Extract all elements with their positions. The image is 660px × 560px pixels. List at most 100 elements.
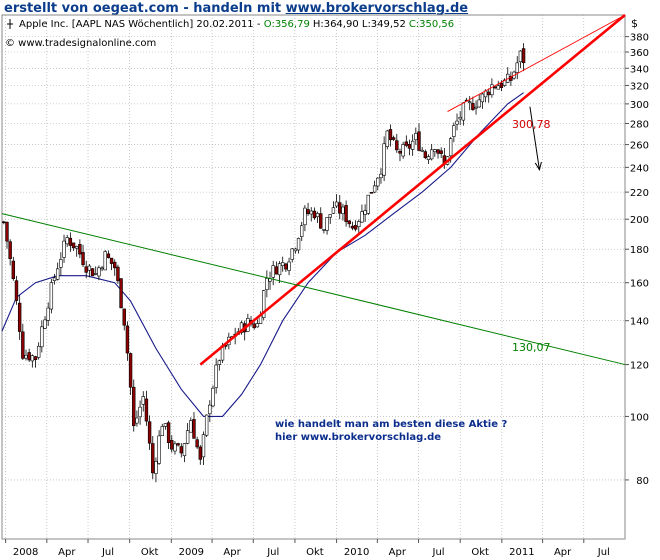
candle-body xyxy=(487,91,491,96)
candle xyxy=(144,390,149,426)
candle xyxy=(2,220,6,225)
candle-body xyxy=(433,149,437,153)
candle xyxy=(458,111,462,126)
x-tick-label: Jul xyxy=(432,547,445,558)
candle xyxy=(21,323,25,361)
candle-body xyxy=(128,353,133,388)
candle xyxy=(281,256,285,272)
candle xyxy=(81,244,85,268)
candle-body xyxy=(407,144,412,149)
candle-body xyxy=(65,237,69,245)
candle xyxy=(436,148,440,159)
candle-body xyxy=(113,261,117,269)
candle-body xyxy=(521,48,526,64)
candle xyxy=(315,211,320,224)
candle xyxy=(43,316,47,330)
candle xyxy=(493,85,497,90)
candle xyxy=(353,220,358,232)
candle-body xyxy=(43,319,47,329)
candle-body xyxy=(27,352,31,361)
candle-body xyxy=(429,149,434,160)
candle-body xyxy=(436,149,440,154)
candle xyxy=(363,204,367,223)
candle xyxy=(201,431,206,466)
candle xyxy=(138,400,142,425)
candle-body xyxy=(144,398,149,422)
candle-body xyxy=(455,120,459,125)
candle-body xyxy=(341,206,345,214)
candle-body xyxy=(293,248,298,252)
candle xyxy=(166,420,171,450)
candle xyxy=(46,302,50,326)
banner-link[interactable]: www.brokervorschlag.de xyxy=(285,1,469,16)
candle xyxy=(157,430,161,465)
moving-average-layer xyxy=(1,92,524,417)
candle xyxy=(52,274,57,285)
candle xyxy=(103,250,107,271)
candle xyxy=(122,308,126,331)
candle-body xyxy=(448,138,453,157)
candle-body xyxy=(198,446,203,460)
candle-body xyxy=(36,345,41,358)
candle-body xyxy=(382,143,386,176)
candle xyxy=(204,414,209,438)
candle-body xyxy=(157,435,161,464)
candle-body xyxy=(33,356,38,360)
candle-body xyxy=(211,387,215,407)
candle xyxy=(14,275,19,305)
candle-body xyxy=(306,209,310,214)
candle xyxy=(426,154,431,164)
candle-body xyxy=(214,364,218,388)
candle-body xyxy=(5,221,9,242)
support-value-label: 300,78 xyxy=(512,118,551,131)
x-tick-label: Jul xyxy=(266,547,279,558)
candle-body xyxy=(410,140,415,150)
header-open: O:356,79 xyxy=(264,19,310,30)
candle xyxy=(477,94,481,108)
candle xyxy=(154,457,158,483)
candle xyxy=(68,232,73,252)
candle xyxy=(480,92,485,109)
downtrend-trendline xyxy=(1,213,626,366)
candle xyxy=(78,239,82,259)
source-credit: © www.tradesignalonline.com xyxy=(5,38,156,49)
candle-body xyxy=(59,259,63,268)
candle-body xyxy=(372,185,377,193)
y-tick-label: 240 xyxy=(630,163,649,174)
candle xyxy=(515,56,519,80)
candle-body xyxy=(315,213,320,218)
candle xyxy=(395,133,399,153)
candle xyxy=(376,177,380,191)
candle xyxy=(398,148,402,162)
candle xyxy=(55,262,60,281)
note-line-1: wie handelt man am besten diese Aktie ? xyxy=(275,419,507,430)
candle xyxy=(195,436,199,449)
candle-body xyxy=(391,137,396,140)
y-axis: 80 100 120 140 160 180 200 220 240 260 280 300 320 34… xyxy=(625,33,649,487)
candle xyxy=(11,256,16,281)
candle-body xyxy=(179,446,183,454)
candle xyxy=(410,134,415,156)
candle-body xyxy=(398,151,402,154)
candle xyxy=(132,379,136,432)
x-tick-label: Apr xyxy=(223,547,241,558)
y-tick-label: 280 xyxy=(630,120,649,131)
candle-body xyxy=(312,210,317,219)
candle-body xyxy=(461,102,466,121)
candle-body xyxy=(160,426,164,436)
candle-body xyxy=(46,307,50,321)
candle-body xyxy=(271,265,275,278)
candle xyxy=(109,257,114,271)
candle xyxy=(347,220,351,228)
candle xyxy=(518,50,523,69)
candle xyxy=(125,321,130,361)
candle-body xyxy=(189,420,193,433)
header-close: C:350,56 xyxy=(409,19,454,30)
candle xyxy=(271,260,275,286)
candle-body xyxy=(75,246,79,249)
candle xyxy=(284,262,288,272)
candle xyxy=(214,358,218,394)
candle xyxy=(309,207,313,222)
candle xyxy=(334,194,339,208)
x-tick-label: Okt xyxy=(306,547,324,558)
